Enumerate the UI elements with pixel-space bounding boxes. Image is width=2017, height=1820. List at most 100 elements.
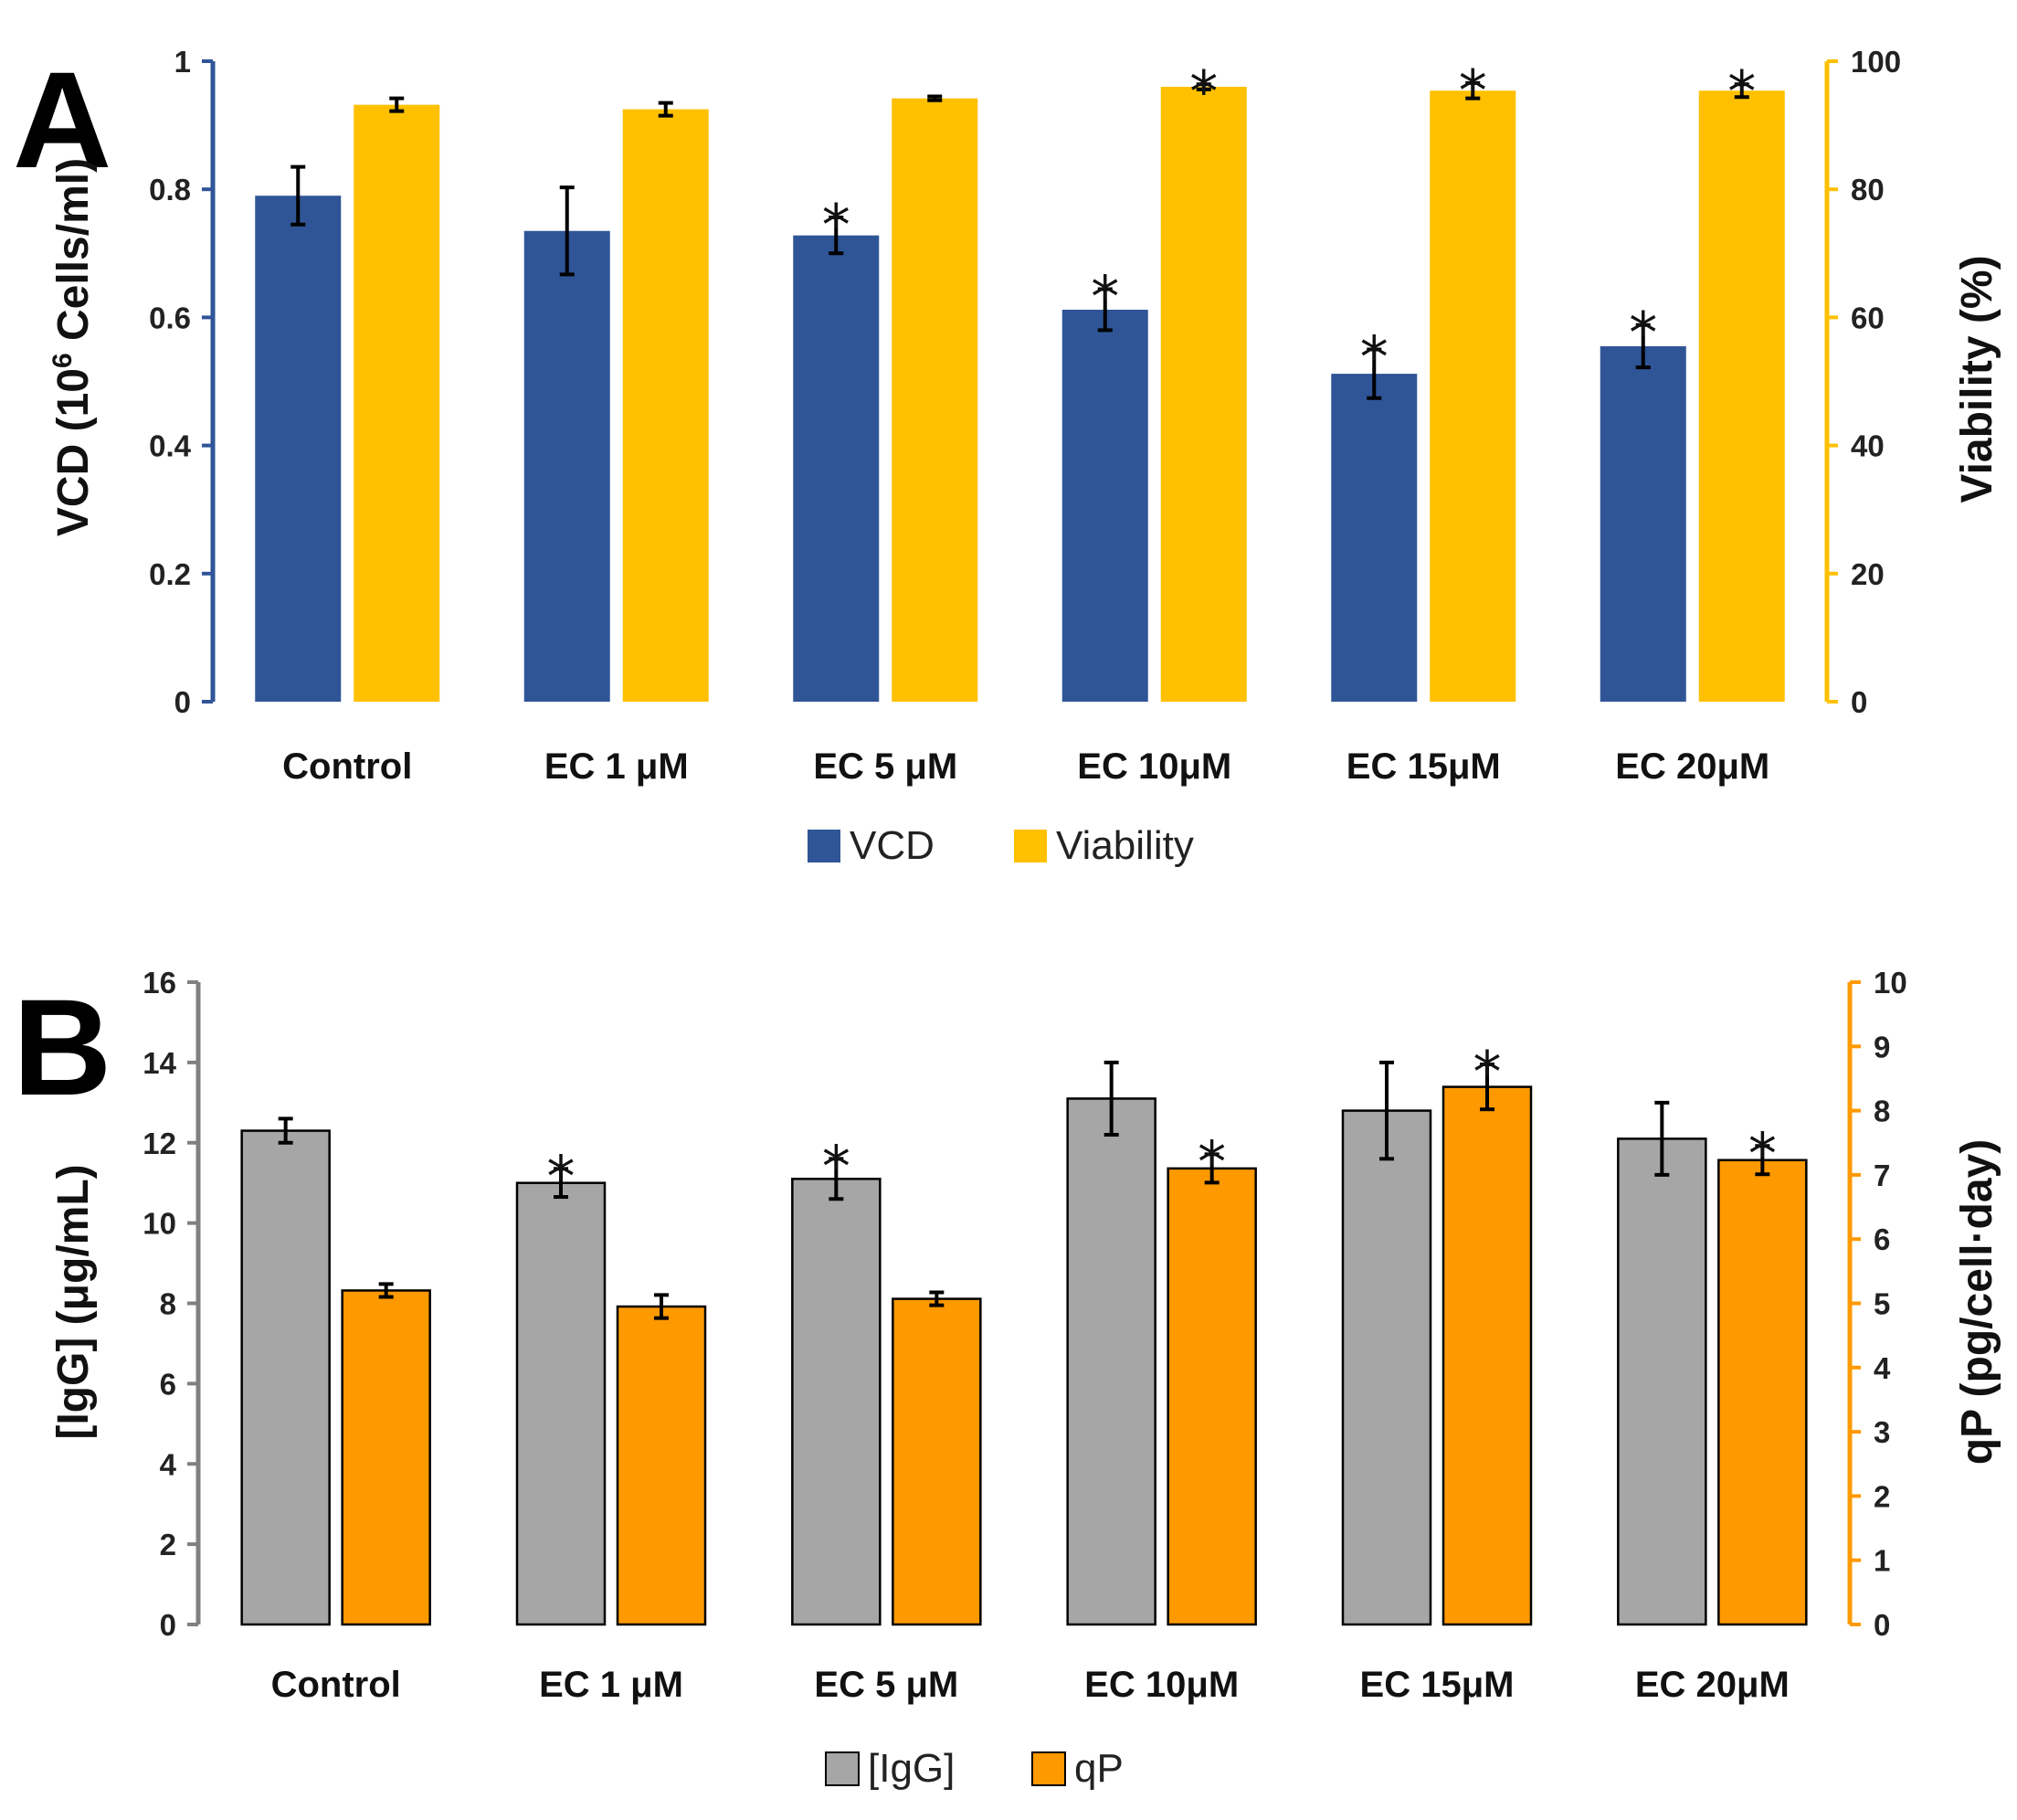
panel-a-right-tick-label: 80 <box>1851 173 1885 206</box>
panel-b-left-tick-label: 16 <box>143 966 176 1000</box>
panel-a-bar-viability <box>354 104 440 703</box>
panel-a-significance-star-vcd: * <box>822 192 850 259</box>
panel-a-bar-vcd <box>793 235 880 702</box>
panel-b-right-tick-label: 7 <box>1874 1159 1890 1192</box>
panel-b-significance-star-qp: * <box>1748 1120 1777 1187</box>
panel-b-bar-igg <box>1617 1138 1707 1626</box>
panel-a-left-tick-label: 0.6 <box>149 301 191 334</box>
panel-a-left-axis-title-part2: Cells/ml) <box>49 158 98 353</box>
panel-a-left-tick-label: 0.2 <box>149 557 191 591</box>
panel-a-right-tick-label: 20 <box>1851 557 1885 591</box>
panel-b-bar-qp <box>892 1297 982 1626</box>
panel-b-right-tick-label: 0 <box>1874 1608 1890 1642</box>
panel-b-category-label: EC 20μM <box>1635 1665 1790 1705</box>
panel-a-significance-star-viability: * <box>1459 58 1487 124</box>
panel-b-right-axis-title: qP (pg/cell·day) <box>1953 1139 2001 1466</box>
panel-a-category-label: EC 1 μM <box>544 746 689 787</box>
panel-b-bar-igg <box>1066 1097 1156 1626</box>
panel-b-category-label: EC 10μM <box>1084 1665 1239 1705</box>
panel-a-legend-swatch-vcd <box>808 830 840 862</box>
panel-b-bar-igg <box>1341 1109 1432 1626</box>
panel-a-legend-label-viability: Viability <box>1056 823 1194 868</box>
panel-b-bar-igg <box>791 1178 882 1626</box>
panel-b-label: B <box>13 970 111 1124</box>
panel-a-category-label: EC 5 μM <box>813 746 957 787</box>
panel-a-bar-viability <box>1160 87 1247 703</box>
panel-b-category-label: EC 5 μM <box>814 1665 958 1705</box>
panel-a-right-axis-title: Viability (%) <box>1953 255 2001 503</box>
panel-a-legend-label-vcd: VCD <box>850 823 935 868</box>
panel-b-right-tick-label: 6 <box>1874 1222 1890 1256</box>
panel-a-left-axis-title-sup: 6 <box>48 353 78 368</box>
panel-b-category-label: Control <box>271 1665 401 1705</box>
panel-b-right-tick-label: 5 <box>1874 1287 1890 1321</box>
panel-a-legend: VCD Viability <box>808 823 1194 868</box>
panel-a-left-axis-title: VCD (106 Cells/ml) <box>48 158 98 536</box>
panel-a-bar-viability <box>892 98 978 702</box>
panel-a-category-label: EC 10μM <box>1077 746 1231 787</box>
panel-b-left-tick-label: 8 <box>160 1287 176 1321</box>
panel-b-bar-igg <box>240 1129 331 1626</box>
panel-b-significance-star-igg: * <box>547 1143 576 1210</box>
panel-b-right-tick-label: 4 <box>1874 1351 1891 1385</box>
panel-a-bar-viability <box>1430 90 1516 703</box>
panel-b-left-tick-label: 10 <box>143 1207 176 1241</box>
panel-a-right-tick-label: 40 <box>1851 429 1885 463</box>
panel-b-right-tick-label: 10 <box>1874 966 1907 1000</box>
panel-b-legend: [IgG] qP <box>825 1746 1124 1791</box>
panel-b-bar-qp <box>616 1305 707 1626</box>
panel-b-legend-swatch-qp <box>1031 1751 1066 1786</box>
panel-b-left-tick-label: 6 <box>160 1367 176 1401</box>
panel-a-significance-star-vcd: * <box>1360 323 1389 390</box>
panel-a-significance-star-vcd: * <box>1629 300 1657 366</box>
panel-b-left-tick-label: 4 <box>160 1447 177 1481</box>
panel-b-category-label: EC 15μM <box>1360 1665 1515 1705</box>
panel-a-significance-star-viability: * <box>1727 58 1756 125</box>
panel-a-label: A <box>13 43 111 196</box>
panel-a-right-tick-label: 0 <box>1851 685 1867 719</box>
panel-b-left-tick-label: 0 <box>160 1608 176 1642</box>
panel-b-left-tick-label: 12 <box>143 1127 176 1160</box>
panel-a-right-tick-label: 100 <box>1851 45 1901 79</box>
panel-a-bar-vcd <box>523 230 610 702</box>
panel-a-category-label: EC 20μM <box>1615 746 1769 787</box>
panel-a-right-tick-label: 60 <box>1851 301 1885 334</box>
panel-a-significance-star-viability: * <box>1189 58 1218 125</box>
panel-a-bar-vcd <box>1600 345 1686 702</box>
panel-b-significance-star-igg: * <box>822 1133 850 1200</box>
panel-a-bar-vcd <box>1061 309 1148 702</box>
panel-b-bar-igg <box>515 1181 607 1626</box>
panel-b-left-tick-label: 2 <box>160 1528 176 1561</box>
panel-a-bar-vcd <box>255 196 342 702</box>
panel-a-significance-star-vcd: * <box>1091 264 1119 331</box>
panel-a-left-tick-label: 0.4 <box>149 429 192 463</box>
panel-a-bar-viability <box>622 109 709 702</box>
panel-b-significance-star-qp: * <box>1198 1128 1226 1195</box>
panel-b-left-tick-label: 14 <box>143 1046 176 1080</box>
panel-a-left-tick-label: 1 <box>174 45 191 79</box>
panel-b-bar-qp <box>1441 1085 1533 1626</box>
panel-a-category-label: Control <box>282 746 412 787</box>
panel-b-category-label: EC 1 μM <box>539 1665 683 1705</box>
panel-a-plot-area: 0 0.2 0.4 0.6 0.8 1 0 20 40 60 80 100 Control EC 1 μM… <box>149 45 1901 787</box>
panel-b-bar-qp <box>341 1289 431 1626</box>
panel-b-bar-qp <box>1167 1167 1257 1626</box>
panel-b-legend-label-qp: qP <box>1074 1746 1124 1791</box>
panel-b-right-tick-label: 1 <box>1874 1544 1890 1578</box>
panel-b-right-tick-label: 8 <box>1874 1095 1890 1128</box>
panel-b-left-axis-title: [IgG] (μg/mL) <box>49 1164 98 1439</box>
panel-b-right-tick-label: 2 <box>1874 1479 1890 1513</box>
panel-b-significance-star-qp: * <box>1473 1039 1502 1106</box>
panel-b-right-tick-label: 3 <box>1874 1415 1890 1449</box>
panel-a-left-tick-label: 0 <box>174 685 191 719</box>
panel-b-right-tick-label: 9 <box>1874 1030 1890 1063</box>
panel-a-legend-swatch-viability <box>1014 830 1047 862</box>
panel-b-legend-label-igg: [IgG] <box>868 1746 955 1791</box>
panel-b-legend-swatch-igg <box>825 1751 860 1786</box>
panel-a-left-axis-title-part1: VCD (10 <box>49 368 98 536</box>
panel-a-chart: A 0 0.2 0.4 0.6 0.8 1 0 20 40 60 80 100 Control EC 1 … <box>13 43 2001 868</box>
panel-a-bar-vcd <box>1331 374 1418 702</box>
